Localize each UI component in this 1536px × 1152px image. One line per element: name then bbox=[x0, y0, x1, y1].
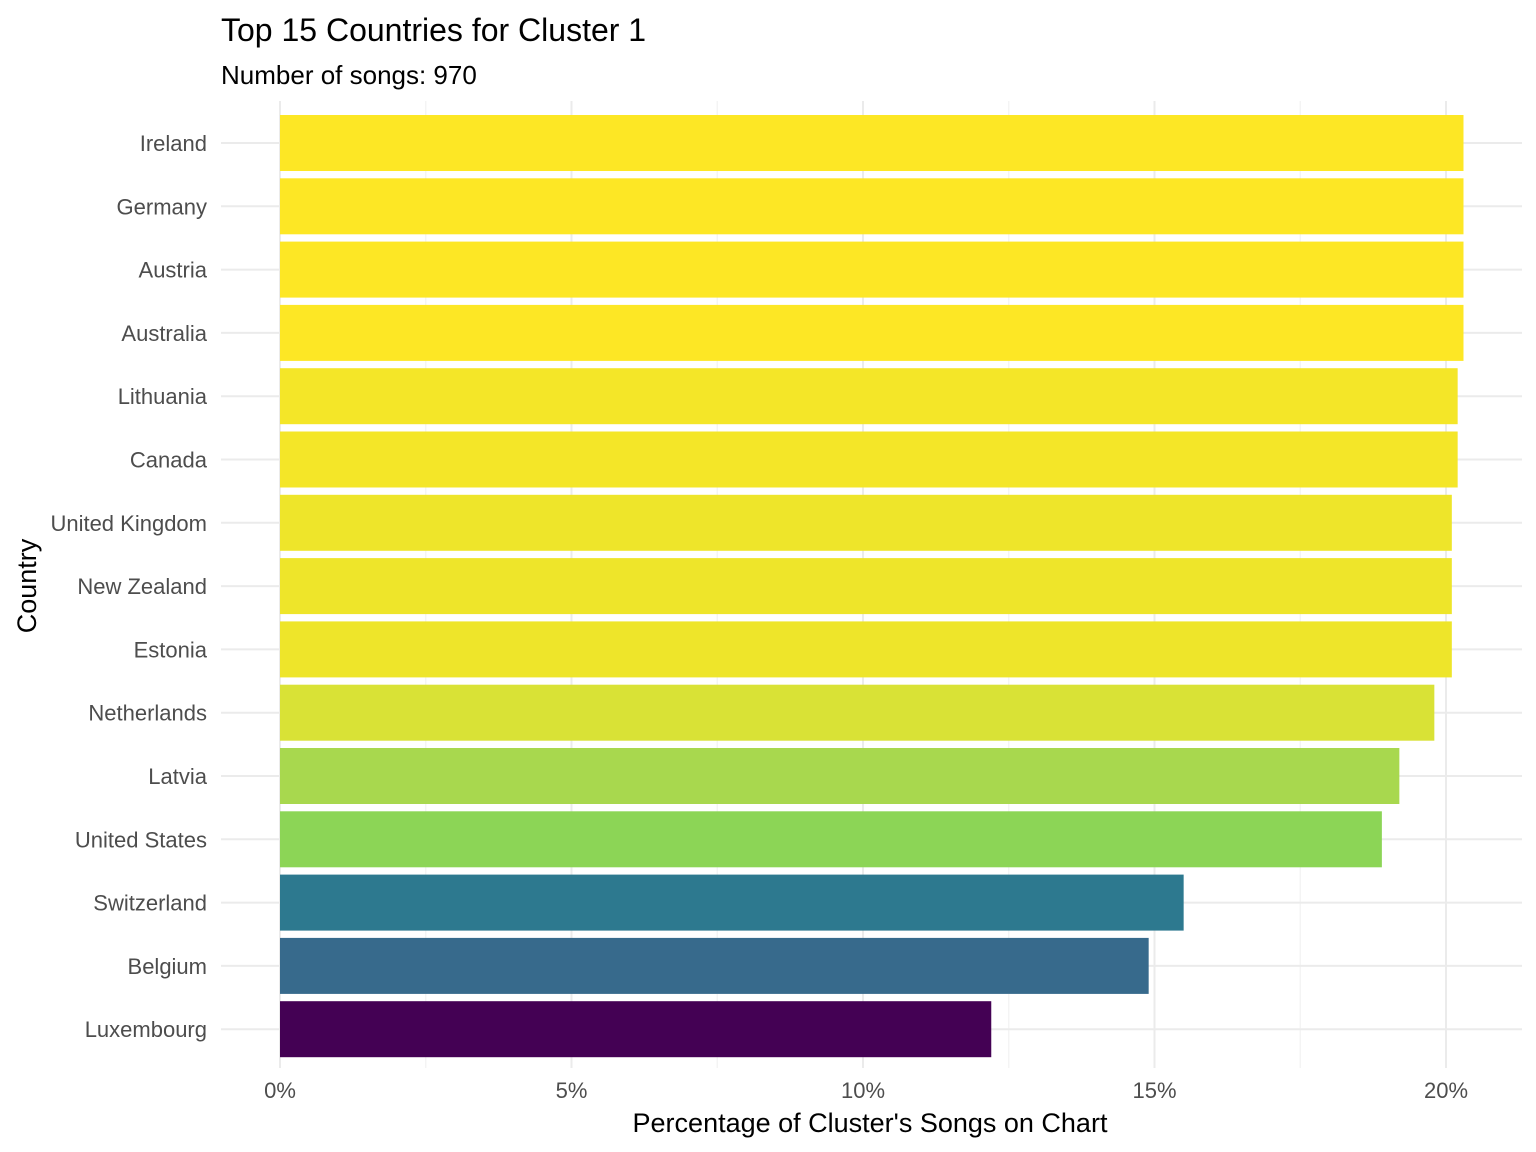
bar-netherlands bbox=[280, 684, 1435, 741]
chart-title: Top 15 Countries for Cluster 1 bbox=[221, 12, 646, 48]
bar-austria bbox=[280, 241, 1464, 298]
x-tick-label: 15% bbox=[1132, 1078, 1176, 1103]
y-tick-label: Latvia bbox=[148, 764, 207, 789]
x-axis-title: Percentage of Cluster's Songs on Chart bbox=[633, 1108, 1108, 1138]
y-axis-title: Country bbox=[12, 538, 42, 633]
bar-estonia bbox=[280, 621, 1452, 678]
y-tick-label: Austria bbox=[139, 258, 208, 283]
bar-lithuania bbox=[280, 368, 1458, 425]
y-tick-label: Lithuania bbox=[118, 384, 208, 409]
y-tick-label: Estonia bbox=[134, 637, 208, 662]
bar-united-states bbox=[280, 811, 1382, 868]
y-tick-label: Australia bbox=[121, 321, 207, 346]
x-tick-label: 5% bbox=[556, 1078, 588, 1103]
y-tick-label: Germany bbox=[117, 194, 207, 219]
x-tick-label: 0% bbox=[264, 1078, 296, 1103]
y-tick-label: United Kingdom bbox=[50, 511, 207, 536]
y-tick-label: Switzerland bbox=[93, 891, 207, 916]
y-tick-label: Canada bbox=[130, 448, 208, 473]
x-axis-tick-labels: 0% 5% 10% 15% 20% bbox=[264, 1078, 1468, 1103]
bars bbox=[280, 115, 1464, 1058]
chart-subtitle: Number of songs: 970 bbox=[221, 60, 477, 90]
bar-canada bbox=[280, 431, 1458, 488]
bar-switzerland bbox=[280, 874, 1184, 931]
y-tick-label: Ireland bbox=[140, 131, 207, 156]
bar-luxembourg bbox=[280, 1001, 992, 1058]
y-tick-label: Netherlands bbox=[88, 701, 207, 726]
bar-united-kingdom bbox=[280, 494, 1452, 551]
y-tick-label: New Zealand bbox=[77, 574, 207, 599]
y-axis-tick-labels: Ireland Germany Austria Australia Lithuania C… bbox=[50, 131, 207, 1042]
bar-ireland bbox=[280, 115, 1464, 171]
bar-belgium bbox=[280, 937, 1149, 994]
bar-germany bbox=[280, 178, 1464, 235]
y-tick-label: Belgium bbox=[128, 954, 207, 979]
bar-latvia bbox=[280, 748, 1400, 804]
x-tick-label: 20% bbox=[1424, 1078, 1468, 1103]
y-tick-label: United States bbox=[75, 827, 207, 852]
y-tick-label: Luxembourg bbox=[85, 1017, 207, 1042]
bar-australia bbox=[280, 304, 1464, 361]
bar-new-zealand bbox=[280, 558, 1452, 615]
x-tick-label: 10% bbox=[841, 1078, 885, 1103]
